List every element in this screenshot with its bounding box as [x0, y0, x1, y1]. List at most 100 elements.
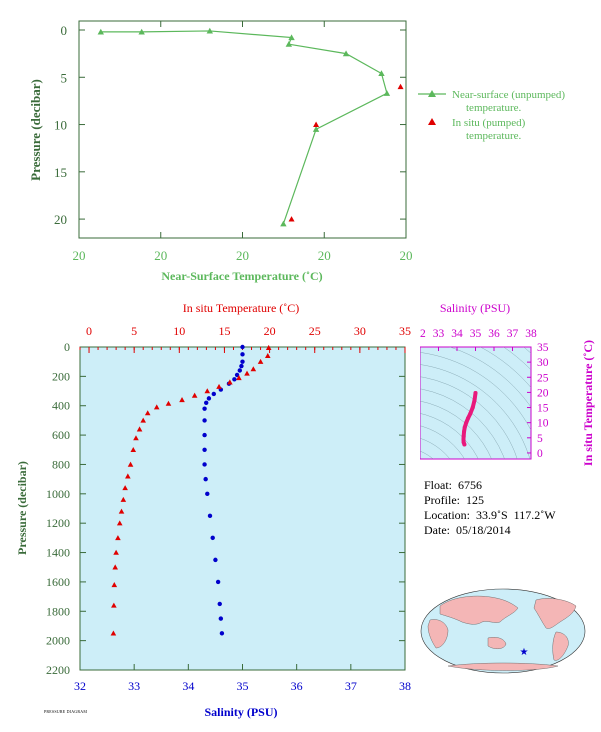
salinity-point [240, 352, 245, 357]
profile-y-tick-label: 0 [64, 340, 70, 354]
in-situ-temperature-point [179, 397, 185, 403]
profile-y-tick-label: 1000 [46, 487, 70, 501]
in-situ-temperature-point [120, 496, 127, 502]
profile-top-tick-label: 20 [264, 324, 276, 338]
salinity-point [202, 418, 207, 423]
legend-near-surface-label: Near-surface (unpumped) temperature. [452, 89, 568, 114]
in-situ-temperature-point [191, 392, 198, 398]
profile-bottom-tick-label: 36 [291, 679, 303, 693]
ts-x-tick-label: 34 [451, 328, 463, 340]
near-surface-temperature-point [138, 28, 145, 35]
top-y-axis-label: Pressure (decibar) [28, 79, 43, 181]
ts-x-tick-label: 35 [470, 328, 482, 340]
near-surface-temperature-point [312, 126, 320, 132]
in-situ-temperature-point [397, 83, 404, 90]
in-situ-temperature-point [227, 379, 233, 385]
profile-top-tick-label: 25 [309, 324, 321, 338]
ts-x-tick-label: 32 [420, 328, 426, 340]
ts-y-tick-label: 25 [537, 372, 549, 384]
in-situ-temperature-point [127, 461, 134, 467]
profile-y-tick-label: 2000 [46, 634, 70, 648]
profile-bottom-tick-label: 38 [399, 679, 411, 693]
in-situ-temperature-point [136, 426, 143, 432]
near-surface-temperature-point [285, 40, 293, 47]
salinity-point [240, 344, 245, 350]
top-x-tick-label: 20 [154, 248, 167, 263]
salinity-point [218, 616, 224, 621]
salinity-point [205, 491, 210, 497]
in-situ-temperature-point [115, 535, 121, 541]
in-situ-temperature-point [130, 446, 137, 453]
float-location-star-icon: ★ [520, 647, 529, 658]
in-situ-temperature-point [110, 630, 117, 636]
in-situ-temperature-point [118, 508, 125, 514]
profile-y-tick-label: 800 [52, 457, 70, 471]
ts-x-tick-label: 36 [488, 328, 500, 340]
near-surface-temperature-point [280, 220, 287, 227]
profile-y-tick-label: 200 [52, 369, 70, 383]
profile-bottom-tick-label: 35 [237, 679, 249, 693]
near-surface-temperature-chart: 0 5 10 15 20 20 20 20 20 20 Pressure (decibar) N… [28, 20, 568, 283]
profile-bottom-axis-label: Salinity (PSU) [204, 705, 277, 719]
in-situ-temperature-point [313, 121, 320, 127]
top-x-tick-label: 20 [73, 248, 86, 263]
salinity-point [211, 391, 216, 397]
profile-top-tick-label: 10 [173, 324, 185, 338]
ts-x-tick-label: 38 [525, 328, 537, 340]
salinity-point [217, 601, 222, 607]
in-situ-temperature-point [288, 216, 295, 222]
top-plot-frame [78, 20, 407, 239]
profile-y-tick-label: 1200 [46, 516, 70, 530]
near-surface-temperature-point [206, 27, 213, 34]
ts-x-tick-label: 33 [433, 328, 445, 340]
profile-y-tick-label: 2200 [46, 663, 70, 677]
profile-top-tick-label: 15 [218, 324, 230, 338]
salinity-point [206, 396, 212, 401]
salinity-point [237, 368, 242, 373]
salinity-point [232, 377, 237, 382]
salinity-point [215, 579, 221, 585]
ts-y-tick-label: 0 [537, 448, 543, 460]
in-situ-temperature-point [116, 520, 123, 526]
in-situ-temperature-point [216, 383, 222, 389]
near-surface-temperature-line [100, 30, 388, 225]
profile-y-tick-label: 400 [52, 399, 70, 413]
near-surface-temperature-point [288, 34, 295, 41]
profile-bottom-tick-label: 37 [345, 679, 357, 693]
profile-y-tick-label: 1400 [46, 546, 70, 560]
profile-y-axis-label: Pressure (decibar) [15, 461, 29, 555]
footer-text: PRESSURE DIAGRAM [44, 709, 88, 714]
ts-point [472, 397, 477, 402]
ts-point [464, 420, 469, 425]
top-y-tick-label: 20 [54, 212, 67, 227]
in-situ-temperature-point [264, 353, 271, 359]
ts-y-tick-label: 15 [537, 403, 549, 415]
in-situ-temperature-point [111, 582, 118, 588]
in-situ-temperature-point [122, 485, 128, 491]
in-situ-temperature-point [111, 602, 117, 608]
profile-top-tick-label: 30 [354, 324, 366, 338]
in-situ-temperature-point [112, 564, 119, 570]
profile-y-tick-label: 1600 [46, 575, 70, 589]
ts-y-tick-label: 30 [537, 357, 549, 369]
ts-salinity-label: Salinity (PSU) [440, 301, 510, 315]
legend-red-triangle-marker [428, 118, 436, 125]
profile-bottom-tick-label: 34 [182, 679, 194, 693]
profile-bottom-tick-label: 32 [74, 679, 86, 693]
in-situ-temperature-point [257, 358, 264, 364]
in-situ-temperature-point [133, 435, 139, 441]
profile-top-tick-label: 5 [131, 324, 137, 338]
top-y-tick-label: 5 [61, 70, 68, 85]
in-situ-temperature-point [265, 344, 272, 350]
ts-point [468, 411, 473, 416]
float-info: Float: 6756 Profile: 125 Location: 33.9˚… [424, 478, 556, 538]
in-situ-temperature-point [140, 417, 146, 423]
top-y-tick-label: 15 [54, 165, 67, 180]
in-situ-temperature-point [204, 388, 211, 394]
profile-top-tick-label: 35 [399, 324, 411, 338]
ts-point [461, 437, 466, 442]
in-situ-temperature-point [236, 375, 242, 381]
map-continents [427, 595, 577, 671]
salinity-point [204, 400, 209, 405]
near-surface-temperature-point [383, 90, 391, 96]
